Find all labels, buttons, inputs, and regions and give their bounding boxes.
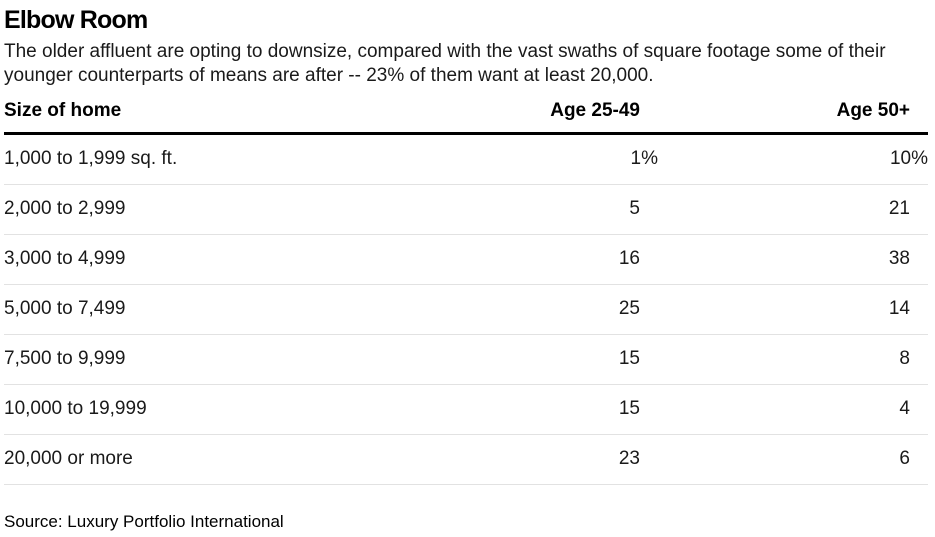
column-header-age-25-49: Age 25-49	[550, 100, 640, 121]
cell-age-50-plus: 8	[899, 348, 910, 369]
chart-subtitle: The older affluent are opting to downsiz…	[4, 41, 886, 86]
column-header-size: Size of home	[4, 100, 122, 121]
cell-age-50-plus: 10%	[889, 148, 928, 169]
source-note: Source: Luxury Portfolio International	[4, 512, 284, 531]
cell-age-25-49: 15	[618, 398, 640, 419]
cell-size: 10,000 to 19,999	[4, 398, 147, 419]
data-table: Size of home Age 25-49 Age 50+ 1,000 to …	[4, 95, 928, 485]
table-row: 5,000 to 7,499 25 14	[4, 285, 928, 335]
cell-age-25-49: 5	[629, 198, 640, 219]
cell-age-50-plus: 4	[899, 398, 910, 419]
cell-age-25-49: 1%	[630, 148, 658, 169]
cell-age-25-49: 15	[618, 348, 640, 369]
column-header-age-50-plus: Age 50+	[836, 100, 910, 121]
table-row: 3,000 to 4,999 16 38	[4, 235, 928, 285]
cell-size: 20,000 or more	[4, 448, 133, 469]
cell-age-50-plus: 14	[888, 298, 910, 319]
cell-age-25-49: 23	[618, 448, 640, 469]
cell-age-50-plus: 6	[899, 448, 910, 469]
cell-size: 1,000 to 1,999 sq. ft.	[4, 148, 178, 169]
table-row: 1,000 to 1,999 sq. ft. 1% 10%	[4, 135, 928, 185]
cell-size: 7,500 to 9,999	[4, 348, 126, 369]
table-row: 7,500 to 9,999 15 8	[4, 335, 928, 385]
table-row: 10,000 to 19,999 15 4	[4, 385, 928, 435]
cell-size: 3,000 to 4,999	[4, 248, 126, 269]
chart-title: Elbow Room	[4, 6, 148, 34]
cell-size: 2,000 to 2,999	[4, 198, 126, 219]
cell-age-50-plus: 21	[888, 198, 910, 219]
table-header-row: Size of home Age 25-49 Age 50+	[4, 95, 928, 135]
cell-age-25-49: 16	[618, 248, 640, 269]
table-row: 20,000 or more 23 6	[4, 435, 928, 485]
table-row: 2,000 to 2,999 5 21	[4, 185, 928, 235]
cell-age-50-plus: 38	[888, 248, 910, 269]
cell-age-25-49: 25	[618, 298, 640, 319]
cell-size: 5,000 to 7,499	[4, 298, 126, 319]
